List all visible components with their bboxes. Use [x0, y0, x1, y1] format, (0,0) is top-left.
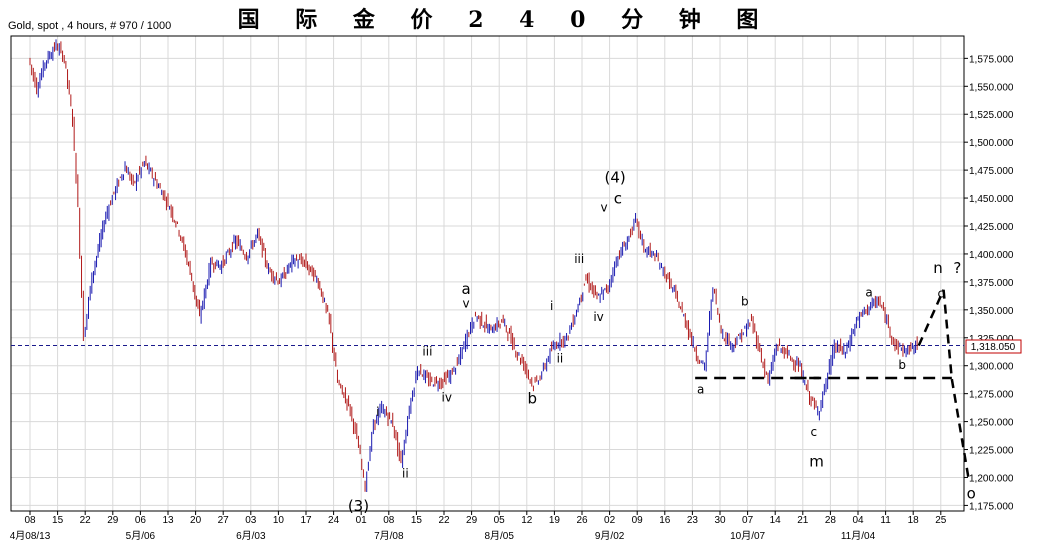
x-tick-label: 27: [218, 515, 230, 526]
current-price-tag: 1,318.050: [965, 339, 1022, 354]
y-tick-label: 1,525.000: [969, 110, 1014, 121]
x-tick-label: 07: [742, 515, 754, 526]
wave-label: c: [937, 287, 944, 301]
x-tick-label: 26: [576, 515, 588, 526]
x-tick-label: 12: [521, 515, 533, 526]
y-tick-label: 1,450.000: [969, 194, 1014, 205]
x-month-label: 5月/06: [126, 530, 156, 542]
wave-label: ?: [953, 259, 961, 277]
x-tick-label: 19: [549, 515, 561, 526]
x-tick-label: 04: [852, 515, 864, 526]
x-tick-label: 05: [494, 515, 506, 526]
y-tick-label: 1,325.000: [969, 334, 1014, 345]
y-tick-label: 1,225.000: [969, 446, 1014, 457]
wave-label: iv: [442, 390, 452, 404]
y-tick-label: 1,200.000: [969, 473, 1014, 484]
x-tick-label: 29: [466, 515, 478, 526]
wave-label: v: [463, 297, 470, 311]
wave-label: a: [865, 285, 872, 299]
x-tick-label: 22: [80, 515, 92, 526]
y-tick-label: 1,475.000: [969, 166, 1014, 177]
x-tick-label: 29: [107, 515, 119, 526]
current-price-label: 1,318.050: [971, 342, 1016, 353]
wave-label: b: [528, 390, 538, 408]
x-tick-label: 30: [714, 515, 726, 526]
y-tick-label: 1,575.000: [969, 54, 1014, 65]
wave-label: a: [697, 383, 704, 397]
x-month-label: 7月/08: [374, 530, 404, 542]
x-tick-label: 23: [687, 515, 699, 526]
x-tick-label: 08: [24, 515, 36, 526]
y-tick-label: 1,500.000: [969, 138, 1014, 149]
x-tick-label: 22: [438, 515, 450, 526]
x-tick-label: 02: [604, 515, 616, 526]
x-month-label: 6月/03: [236, 530, 266, 542]
y-tick-label: 1,375.000: [969, 278, 1014, 289]
x-tick-label: 18: [908, 515, 920, 526]
x-tick-label: 14: [770, 515, 782, 526]
y-tick-label: 1,175.000: [969, 501, 1014, 512]
price-series: [29, 39, 918, 492]
x-month-label: 10月/07: [730, 530, 765, 542]
x-tick-label: 11: [880, 515, 891, 526]
wave-label: ii: [557, 351, 564, 365]
wave-label: iv: [593, 310, 603, 324]
x-tick-label: 15: [52, 515, 64, 526]
y-tick-label: 1,250.000: [969, 418, 1014, 429]
wave-label: c: [614, 190, 622, 208]
x-tick-label: 16: [659, 515, 671, 526]
x-tick-label: 01: [356, 515, 368, 526]
x-tick-label: 06: [135, 515, 147, 526]
wave-label: b: [898, 358, 906, 372]
x-tick-label: 15: [411, 515, 423, 526]
wave-label: i: [376, 405, 379, 419]
x-tick-label: 10: [273, 515, 285, 526]
x-tick-label: 21: [797, 515, 809, 526]
x-month-label: 4月08/13: [10, 530, 51, 542]
wave-label: i: [550, 299, 553, 313]
y-tick-label: 1,350.000: [969, 306, 1014, 317]
wave-label: o: [967, 485, 976, 503]
wave-label: ii: [402, 466, 409, 480]
x-tick-label: 24: [328, 515, 340, 526]
x-month-label: 11月/04: [841, 530, 876, 542]
projection-lines: [695, 289, 970, 478]
x-tick-label: 08: [383, 515, 395, 526]
x-tick-label: 25: [935, 515, 947, 526]
grid: [11, 36, 964, 511]
x-tick-label: 03: [245, 515, 257, 526]
x-month-label: 9月/02: [595, 530, 625, 542]
wave-label: (4): [604, 168, 625, 186]
wave-label: c: [811, 425, 818, 439]
x-tick-label: 17: [300, 515, 312, 526]
y-tick-label: 1,400.000: [969, 250, 1014, 261]
x-tick-label: 28: [825, 515, 837, 526]
x-month-label: 8月/05: [484, 530, 514, 542]
wave-label: (3): [348, 497, 369, 515]
wave-label: m: [809, 452, 824, 470]
y-tick-label: 1,425.000: [969, 222, 1014, 233]
x-axis: 08 15 22 29 06 13 20 27 03 10 17 24 01 08 15 22 29 05 12 19…: [10, 511, 947, 542]
chart-subtitle: Gold, spot , 4 hours, # 970 / 1000: [8, 20, 171, 32]
wave-label: v: [601, 200, 608, 214]
y-tick-label: 1,300.000: [969, 362, 1014, 373]
y-tick-label: 1,550.000: [969, 82, 1014, 93]
wave-label: a: [461, 280, 470, 298]
chart-title: 国 际 金 价 2 4 0 分 钟 图: [238, 7, 773, 33]
projection-segment: [950, 378, 970, 478]
projection-segment: [917, 289, 945, 347]
x-tick-label: 09: [632, 515, 644, 526]
plot-frame: [10, 35, 965, 512]
y-tick-label: 1,275.000: [969, 390, 1014, 401]
x-tick-label: 13: [162, 515, 174, 526]
wave-label: b: [741, 294, 749, 308]
wave-label: iii: [422, 345, 432, 359]
x-tick-label: 20: [190, 515, 202, 526]
wave-label: iii: [574, 252, 584, 266]
y-axis: 1,175.000 1,200.000 1,225.000 1,250.000 1,27…: [964, 54, 1014, 512]
wave-label: n: [933, 259, 943, 277]
